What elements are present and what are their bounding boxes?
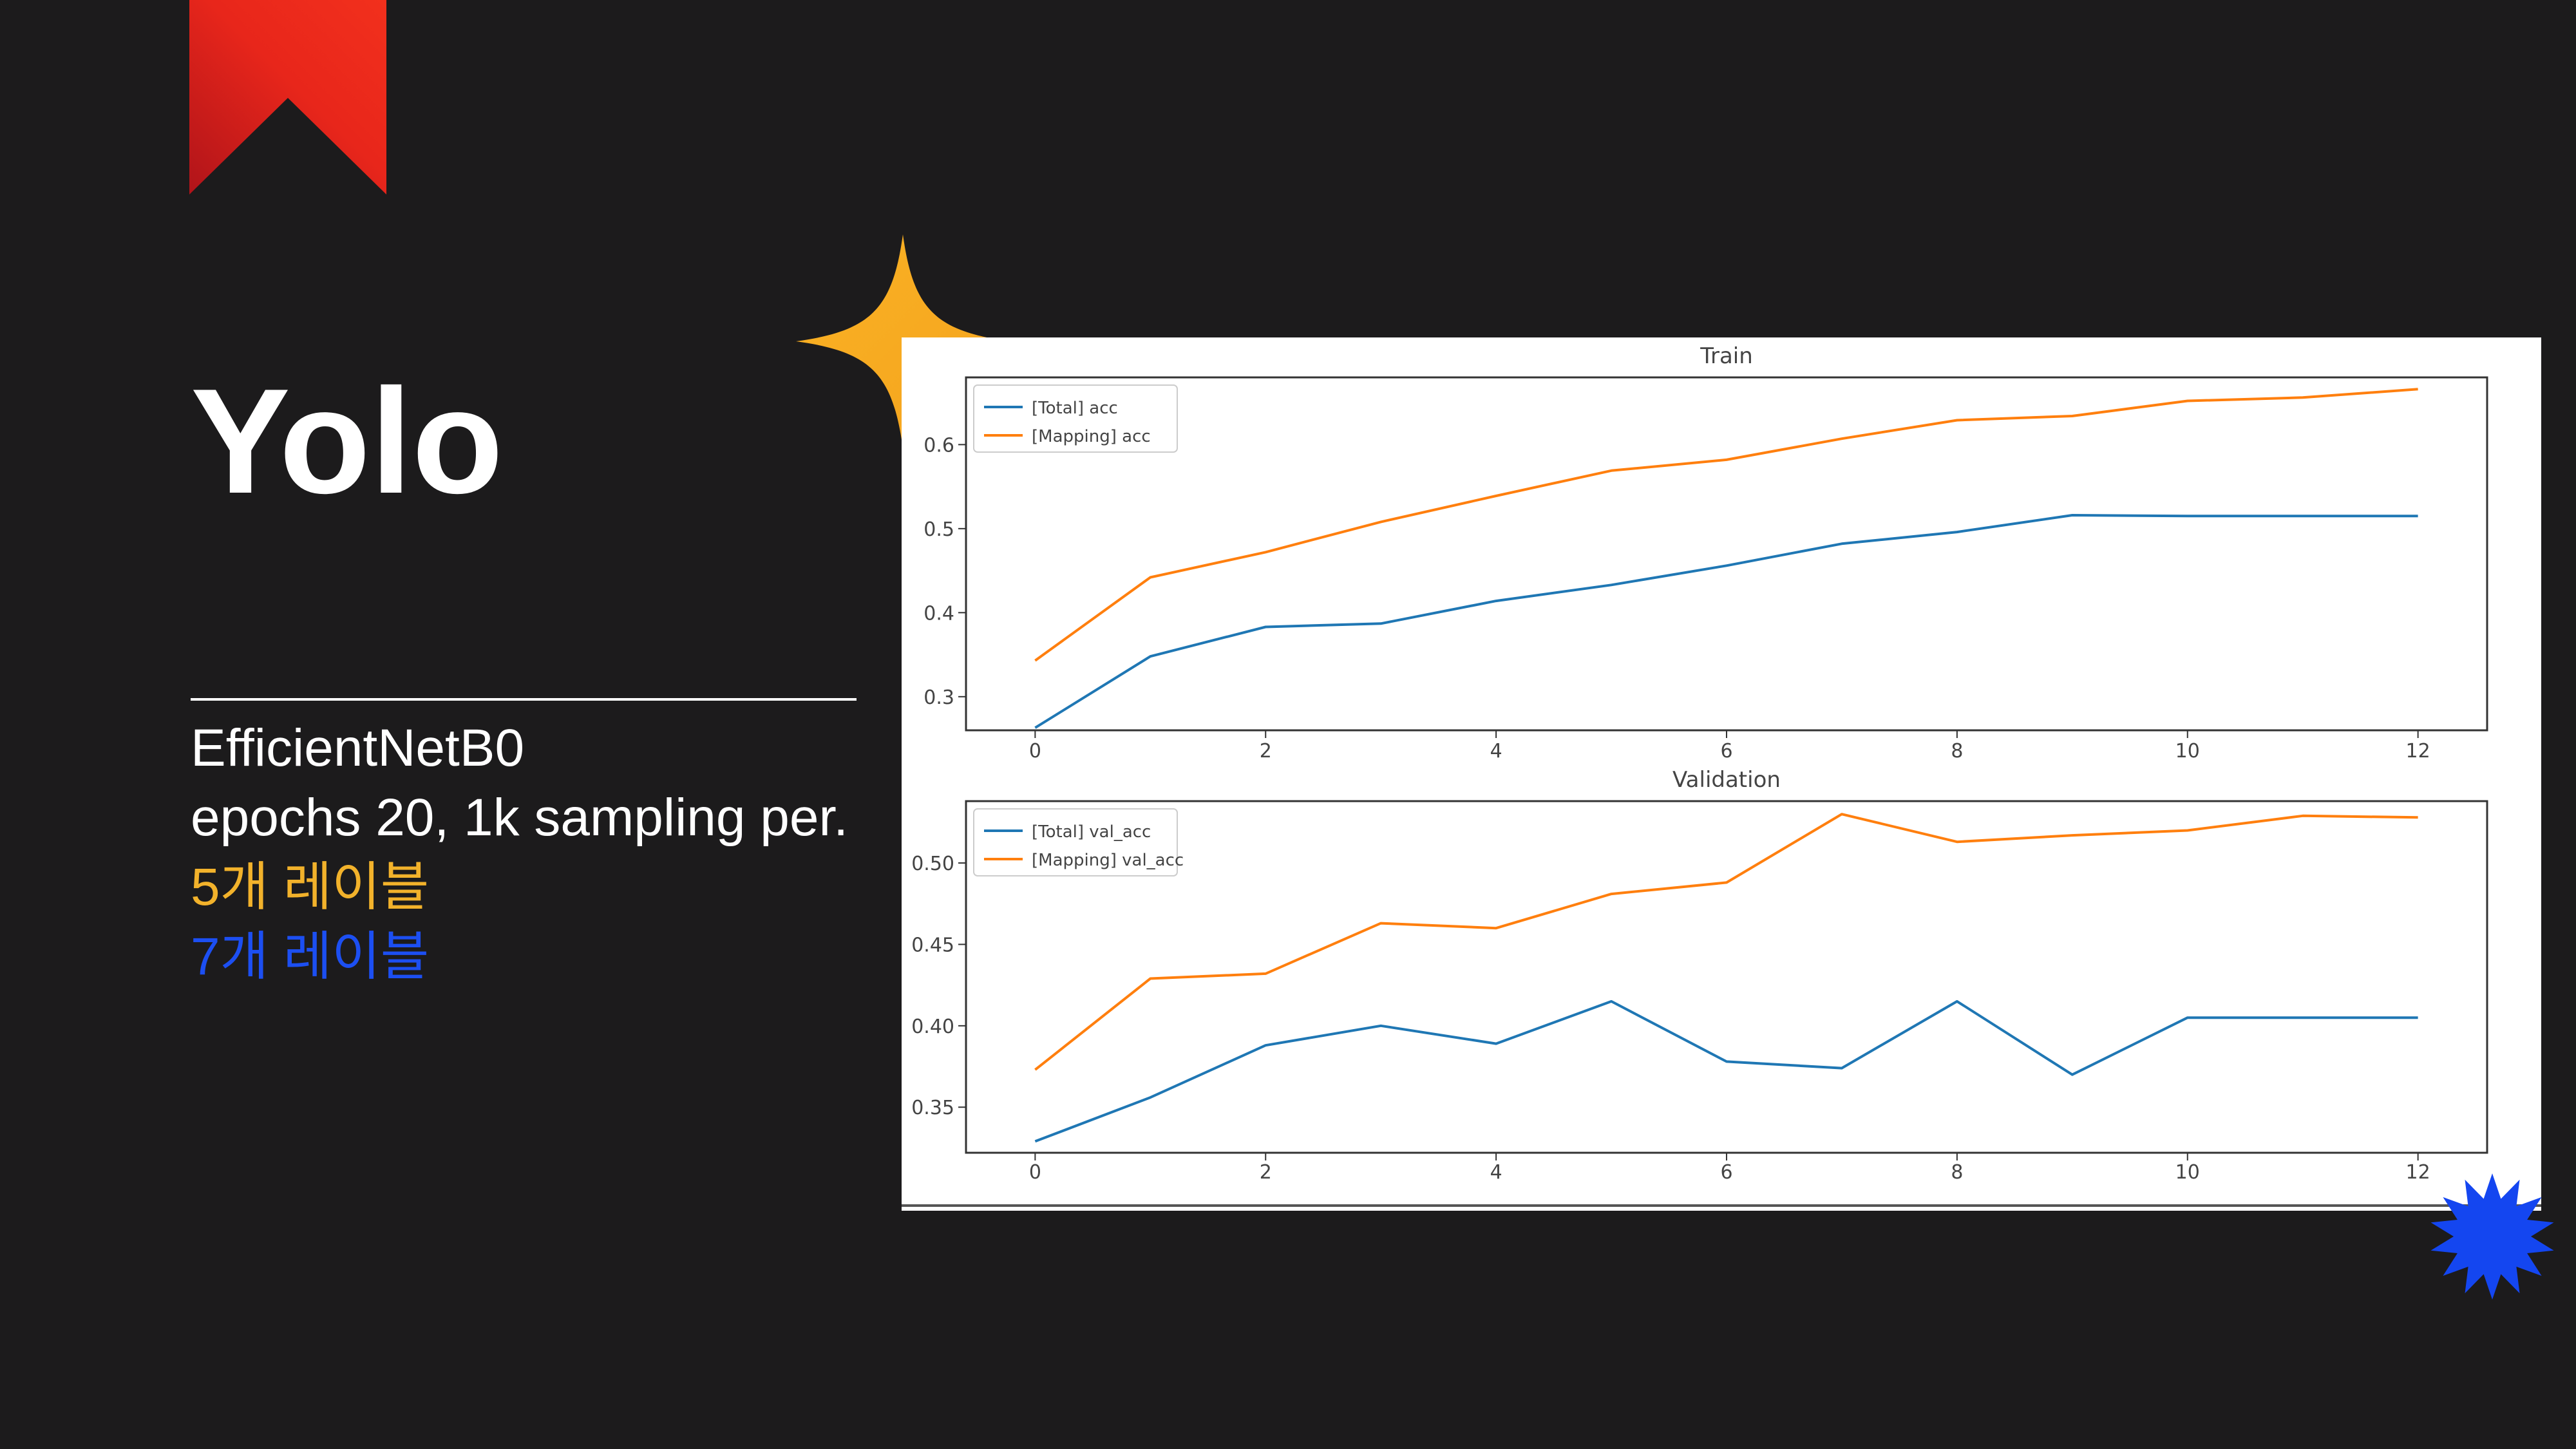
x-tick-label: 4 [1490, 1161, 1502, 1184]
chart-panel: Train 0.3 0.4 0.5 0.6 0 2 4 6 8 10 12 [Total] acc [Ma… [902, 337, 2541, 1211]
legend-label: [Mapping] val_acc [1032, 851, 1184, 870]
series-line-0 [1034, 999, 2418, 1143]
x-tick-label: 6 [1720, 740, 1732, 762]
model-name: EfficientNetB0 [191, 719, 525, 777]
description: EfficientNetB0 epochs 20, 1k sampling pe… [191, 714, 848, 992]
y-tick-label: 0.45 [911, 934, 954, 956]
training-charts: Train 0.3 0.4 0.5 0.6 0 2 4 6 8 10 12 [Total] acc [Ma… [902, 343, 2541, 1207]
legend-box [973, 384, 1178, 453]
chart-0: Train 0.3 0.4 0.5 0.6 0 2 4 6 8 10 12 [Total] acc [Ma… [923, 343, 2488, 762]
y-tick-label: 0.6 [923, 434, 954, 457]
series-line-0 [1034, 514, 2418, 729]
label-count-7: 7개 레이블 [191, 927, 430, 986]
y-tick-label: 0.35 [911, 1097, 954, 1119]
x-tick-label: 12 [2406, 1161, 2430, 1184]
series-line-1 [1034, 388, 2418, 662]
x-tick-label: 12 [2406, 740, 2430, 762]
y-tick-label: 0.40 [911, 1016, 954, 1038]
chart-1: Validation 0.35 0.40 0.45 0.50 0 2 4 6 8 10 12 [Tota… [911, 767, 2488, 1184]
legend-label: [Mapping] acc [1032, 427, 1151, 446]
training-setup: epochs 20, 1k sampling per. [191, 788, 849, 847]
x-tick-label: 2 [1260, 1161, 1272, 1184]
series-line-1 [1034, 813, 2418, 1071]
label-count-5: 5개 레이블 [191, 858, 430, 916]
plot-frame [965, 376, 2488, 732]
x-tick-label: 0 [1029, 740, 1041, 762]
x-tick-label: 4 [1490, 740, 1502, 762]
chart-title: Train [1700, 343, 1753, 369]
y-tick-label: 0.4 [923, 602, 954, 625]
x-tick-label: 0 [1029, 1161, 1041, 1184]
legend-label: [Total] val_acc [1032, 822, 1151, 842]
legend-label: [Total] acc [1032, 399, 1118, 418]
x-tick-label: 8 [1951, 740, 1963, 762]
x-tick-label: 6 [1720, 1161, 1732, 1184]
y-tick-label: 0.3 [923, 687, 954, 709]
slide-title: Yolo [191, 358, 504, 525]
divider [191, 698, 857, 701]
legend-box [973, 808, 1178, 876]
chart-title: Validation [1672, 767, 1781, 793]
burst-star-icon [2430, 1173, 2554, 1300]
bookmark-ribbon-icon [189, 0, 386, 194]
x-tick-label: 10 [2175, 1161, 2200, 1184]
y-tick-label: 0.50 [911, 853, 954, 875]
x-tick-label: 10 [2175, 740, 2200, 762]
x-tick-label: 8 [1951, 1161, 1963, 1184]
x-tick-label: 2 [1260, 740, 1272, 762]
y-tick-label: 0.5 [923, 518, 954, 541]
